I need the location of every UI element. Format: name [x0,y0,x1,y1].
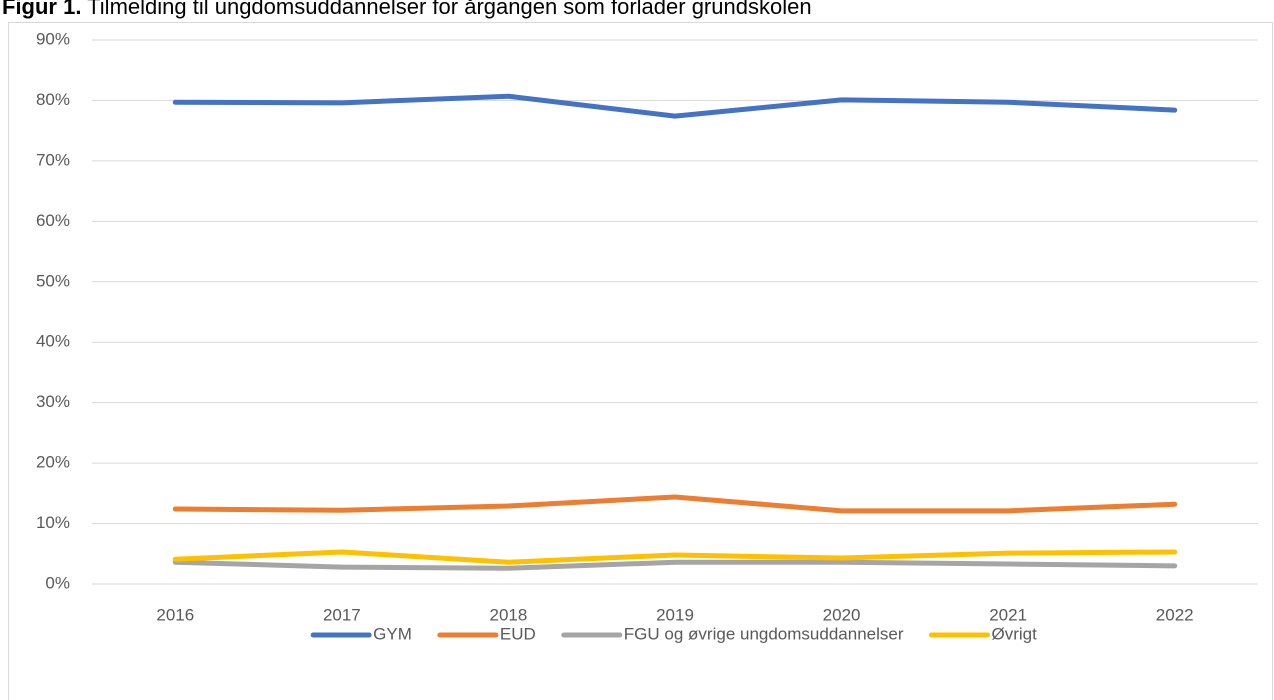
title: Figur 1. Tilmelding til ungdomsuddannels… [2,0,812,19]
legend-label: FGU og øvrige ungdomsuddannelser [624,624,904,643]
y-tick-label: 40% [36,332,70,351]
chart-title: Tilmelding til ungdomsuddannelser for år… [87,0,811,19]
y-tick-label: 10% [36,513,70,532]
chart-frame [8,22,1273,700]
legend-label: EUD [500,624,536,643]
y-tick-label: 50% [36,271,70,290]
x-tick-label: 2018 [490,605,528,624]
x-tick-label: 2017 [323,605,361,624]
legend-label: Øvrigt [992,624,1038,643]
y-tick-label: 80% [36,90,70,109]
series-line [172,559,1178,571]
figure-label: Figur 1. [2,0,81,19]
x-tick-label: 2016 [156,605,194,624]
series-line [172,549,1178,565]
x-tick-label: 2022 [1156,605,1194,624]
y-tick-label: 70% [36,150,70,169]
y-tick-label: 60% [36,211,70,230]
legend-label: GYM [373,624,412,643]
x-tick-label: 2021 [989,605,1027,624]
x-tick-label: 2019 [656,605,694,624]
y-tick-label: 0% [45,573,70,592]
series-line [172,494,1178,514]
y-tick-label: 30% [36,392,70,411]
x-tick-label: 2020 [823,605,861,624]
y-tick-label: 90% [36,29,70,48]
y-tick-label: 20% [36,453,70,472]
series-line [172,93,1178,119]
